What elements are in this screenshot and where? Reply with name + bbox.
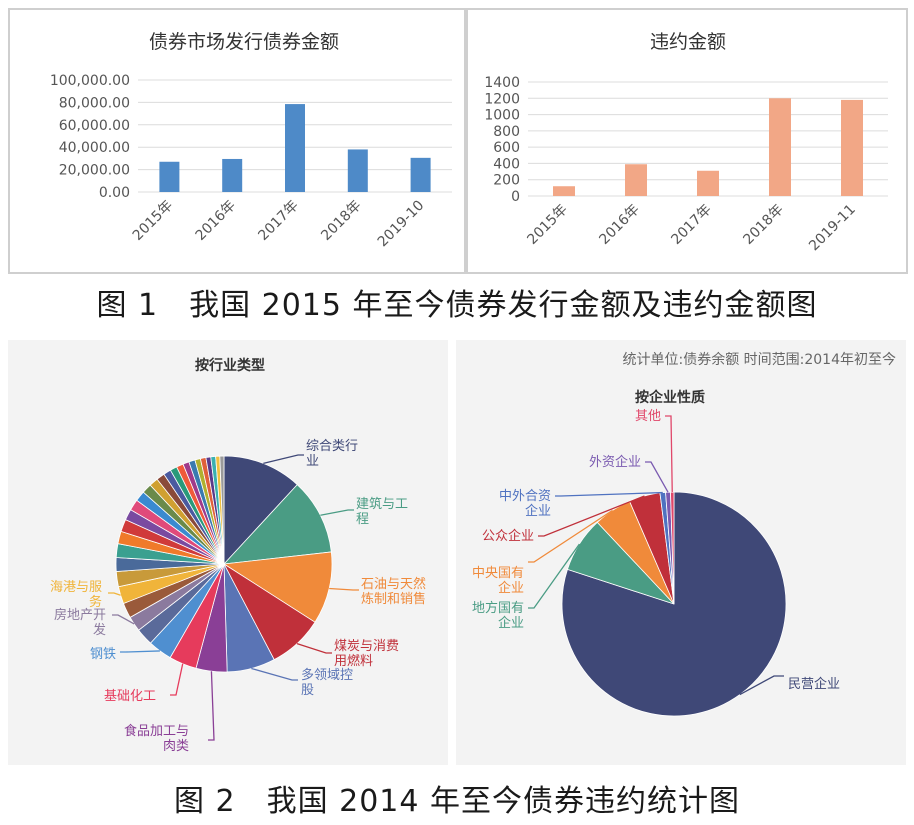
pie-slice <box>223 455 298 566</box>
y-tick-label: 40,000.00 <box>59 140 130 156</box>
bar <box>410 157 431 192</box>
y-tick-label: 60,000.00 <box>59 118 130 134</box>
x-tick-label: 2017年 <box>668 202 714 248</box>
y-tick-label: 1000 <box>484 108 520 124</box>
leader-line <box>120 650 160 653</box>
leader-line <box>665 415 673 493</box>
x-tick-label: 2015年 <box>130 198 176 244</box>
y-tick-label: 100,000.00 <box>50 73 130 89</box>
slice-label: 基础化工 <box>104 689 156 704</box>
leader-line <box>263 454 304 465</box>
slice-label: 外资企业 <box>589 454 641 470</box>
leader-line <box>555 491 663 497</box>
y-tick-label: 1400 <box>484 75 520 91</box>
leader-line <box>251 667 298 681</box>
bar <box>285 104 305 192</box>
y-tick-label: 400 <box>493 156 520 172</box>
slice-label: 中外合资 <box>499 489 551 504</box>
slice-label: 其他 <box>635 409 661 424</box>
slice-label: 石油与天然 <box>361 576 426 592</box>
slice-label: 海港与服 <box>50 580 102 595</box>
chart-title: 按企业性质 <box>635 389 705 406</box>
slice-label: 肉类 <box>163 739 189 754</box>
bar <box>222 158 243 192</box>
bond-issuance-bar-chart: 债券市场发行债券金额 0.00 20,000.00 40,000.00 60,000.0… <box>50 31 452 251</box>
slice-label: 建筑与工 <box>356 496 408 512</box>
industry-pie-chart: 按行业类型综合类行业建筑与工程石油与天然炼制和销售煤炭与消费用燃料多领域控股食品… <box>50 357 426 754</box>
bar <box>625 164 647 196</box>
bar <box>159 161 180 192</box>
x-tick-label: 2016年 <box>193 198 239 244</box>
bond-issuance-chart-panel: 债券市场发行债券金额 0.00 20,000.00 40,000.00 60,000.0… <box>8 8 466 274</box>
chart-title: 债券市场发行债券金额 <box>149 31 339 53</box>
y-tick-label: 20,000.00 <box>59 163 130 179</box>
slice-label: 民营企业 <box>788 676 840 692</box>
slice-label: 煤炭与消费 <box>334 639 399 654</box>
x-tick-label: 2018年 <box>318 198 364 244</box>
bar <box>697 170 719 196</box>
leader-line <box>528 543 580 609</box>
bar <box>553 186 575 196</box>
pie-slice <box>222 484 332 565</box>
enterprise-pie-chart: 统计单位:债券余额 时间范围:2014年初至今按企业性质民营企业地方国有企业中央… <box>472 351 896 717</box>
y-tick-label: 0.00 <box>99 185 130 201</box>
default-amount-chart-panel: 违约金额 0 200 400 600 800 1000 1200 1400 2015年 2016年 2… <box>466 8 908 274</box>
leader-line <box>538 495 645 537</box>
bar <box>841 99 863 196</box>
y-tick-label: 200 <box>493 173 520 189</box>
x-tick-label: 2018年 <box>740 202 786 248</box>
slice-label: 发 <box>93 622 106 638</box>
y-tick-label: 80,000.00 <box>59 95 130 111</box>
leader-line <box>108 592 121 596</box>
slice-label: 食品加工与 <box>124 723 189 739</box>
pie-slice <box>222 551 333 623</box>
industry-pie-panel: 按行业类型综合类行业建筑与工程石油与天然 炼制和销售煤炭与消费 用燃料 多领域控股食品… <box>8 340 448 765</box>
x-tick-label: 2019-11 <box>806 202 859 255</box>
x-tick-label: 2016年 <box>596 202 642 248</box>
pie-slice <box>219 455 225 565</box>
chart-note: 统计单位:债券余额 时间范围:2014年初至今 <box>622 351 896 368</box>
slice-label: 企业 <box>498 580 524 596</box>
slice-label: 用燃料 <box>334 653 373 669</box>
y-tick-label: 800 <box>493 124 520 140</box>
slice-label: 公众企业 <box>482 528 534 544</box>
chart-title: 违约金额 <box>650 31 726 53</box>
figure-2-caption: 图 2 我国 2014 年至今债券违约统计图 <box>173 784 741 819</box>
slice-label: 中央国有 <box>472 566 524 581</box>
slice-label: 股 <box>301 683 314 698</box>
leader-line <box>528 509 613 563</box>
slice-label: 钢铁 <box>90 647 116 662</box>
slice-label: 业 <box>306 454 319 469</box>
leader-line <box>329 587 359 591</box>
bar <box>769 98 791 196</box>
leader-line <box>645 461 669 493</box>
leader-line <box>296 642 332 654</box>
y-tick-label: 1200 <box>484 91 520 107</box>
slice-label: 综合类行 <box>306 439 358 454</box>
figure-1-caption: 图 1 我国 2015 年至今债券发行金额及违约金额图 <box>96 288 818 323</box>
leader-line <box>320 509 354 516</box>
y-tick-label: 600 <box>493 140 520 156</box>
x-tick-label: 2019-10 <box>375 198 428 251</box>
enterprise-pie-panel: 统计单位:债券余额 时间范围:2014年初至今 按企业性质 民营企业 地方国有 企业 中央… <box>456 340 906 765</box>
leader-line <box>739 675 784 696</box>
slice-label: 务 <box>89 594 102 610</box>
leader-line <box>208 671 215 741</box>
leader-line <box>170 663 184 696</box>
slice-label: 企业 <box>525 503 551 519</box>
bar <box>347 149 368 192</box>
slice-label: 炼制和销售 <box>361 591 426 607</box>
chart-title: 按行业类型 <box>195 357 265 374</box>
leader-line <box>112 614 135 625</box>
x-tick-label: 2017年 <box>255 198 301 244</box>
slice-label: 程 <box>356 512 369 527</box>
y-tick-label: 0 <box>511 189 520 205</box>
slice-label: 地方国有 <box>472 600 524 616</box>
slice-label: 企业 <box>498 615 524 631</box>
slice-label: 多领域控 <box>301 667 353 683</box>
slice-label: 房地产开 <box>54 607 106 623</box>
x-tick-label: 2015年 <box>524 202 570 248</box>
